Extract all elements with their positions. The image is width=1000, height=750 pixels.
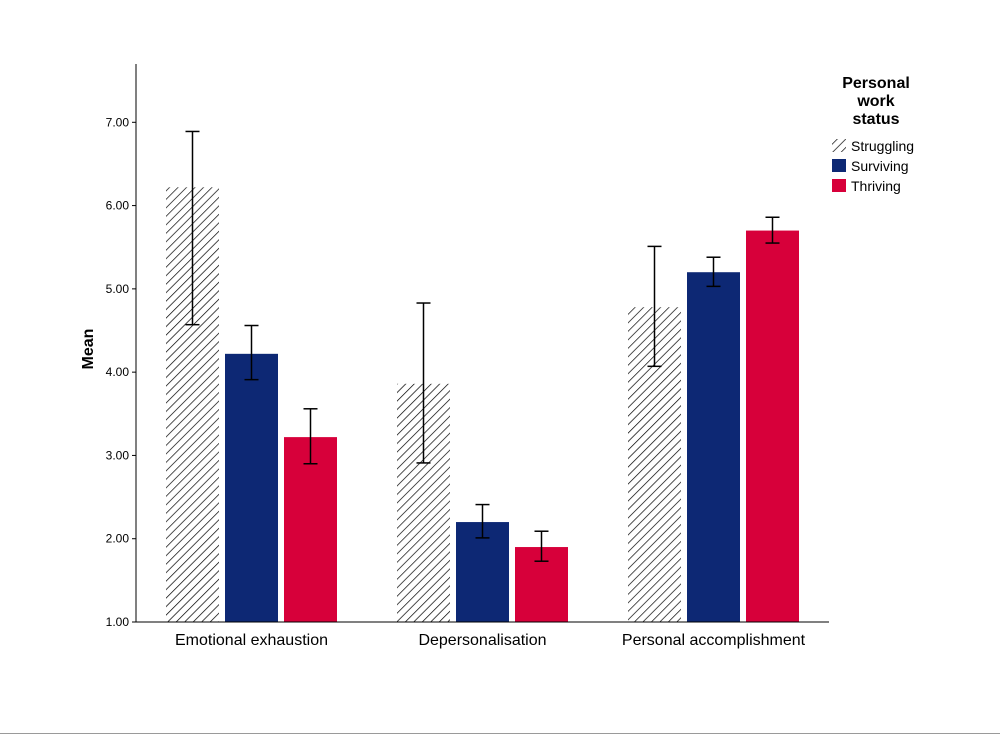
legend-title-line: Personal: [842, 75, 910, 92]
y-tick-label: 2.00: [106, 532, 130, 546]
y-tick-label: 1.00: [106, 615, 130, 629]
error-bars-layer: [185, 130, 780, 562]
legend-swatch-struggling: [832, 139, 846, 152]
x-tick-label: Personal accomplishment: [622, 632, 806, 649]
y-tick-label: 5.00: [106, 282, 130, 296]
legend-label-thriving: Thriving: [851, 178, 901, 194]
bar-surviving-0: [225, 353, 278, 622]
bar-surviving-1: [456, 522, 509, 622]
y-tick-label: 3.00: [106, 448, 130, 462]
legend-swatch-surviving: [832, 159, 846, 172]
axes-layer: Emotional exhaustion Depersonalisation Per…: [80, 64, 829, 649]
y-axis-title: Mean: [80, 329, 97, 370]
legend-label-surviving: Surviving: [851, 158, 909, 174]
legend-label-struggling: Struggling: [851, 138, 914, 154]
bar-thriving-2: [746, 230, 799, 622]
bar-thriving-0: [284, 437, 337, 622]
bottom-divider: [0, 733, 1000, 734]
y-tick-label: 6.00: [106, 199, 130, 213]
legend-swatch-thriving: [832, 179, 846, 192]
x-tick-label: Emotional exhaustion: [175, 632, 328, 649]
bar-surviving-2: [687, 272, 740, 622]
legend-title-line: work: [856, 93, 894, 110]
bars-layer: [166, 187, 799, 622]
legend-title-line: status: [852, 111, 899, 128]
y-tick-label: 7.00: [106, 115, 130, 129]
y-tick-label: 4.00: [106, 365, 130, 379]
x-tick-label: Depersonalisation: [418, 632, 546, 649]
